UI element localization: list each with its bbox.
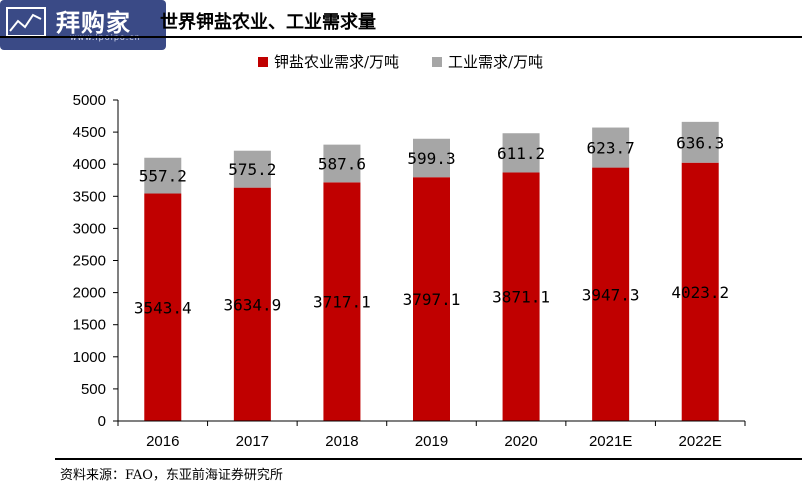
data-label-industry: 575.2 [228, 160, 276, 179]
bar-agriculture [323, 182, 361, 421]
x-tick-label: 2016 [146, 433, 179, 450]
page-title: 世界钾盐农业、工业需求量 [160, 12, 376, 33]
footer-rule [55, 458, 802, 460]
x-tick-label: 2019 [415, 433, 448, 450]
y-tick-label: 1000 [73, 349, 106, 366]
data-label-industry: 611.2 [497, 144, 545, 163]
y-tick-label: 2000 [73, 285, 106, 302]
data-label-industry: 599.3 [407, 149, 455, 168]
bar-agriculture [144, 193, 182, 421]
bar-industry [592, 127, 630, 168]
legend-label-industry: 工业需求/万吨 [448, 53, 543, 71]
y-tick-label: 5000 [73, 92, 106, 109]
data-label-industry: 587.6 [318, 155, 366, 174]
bar-industry [413, 138, 450, 178]
data-label-industry: 623.7 [587, 139, 635, 158]
bar-agriculture [592, 167, 630, 421]
chart-legend: 钾盐农业需求/万吨 工业需求/万吨 [258, 53, 543, 71]
legend-label-agriculture: 钾盐农业需求/万吨 [274, 53, 399, 71]
x-tick-label: 2018 [325, 433, 358, 450]
data-label-agriculture: 3634.9 [223, 295, 281, 314]
data-label-agriculture: 3797.1 [403, 290, 461, 309]
y-tick-label: 0 [98, 413, 106, 430]
data-label-agriculture: 3717.1 [313, 293, 371, 312]
x-tick-label: 2021E [589, 433, 632, 450]
x-tick-label: 2022E [679, 433, 722, 450]
x-axis: 2016 2017 2018 2019 2020 2021E 2022E [117, 420, 746, 450]
bar-agriculture [413, 177, 450, 421]
bar-series: 3543.4 557.2 3634.9 575.2 3717.1 587.6 3797.1 5… [134, 121, 729, 421]
data-label-agriculture: 3543.4 [134, 298, 192, 317]
bar-industry [681, 121, 719, 163]
bar-agriculture [502, 172, 540, 421]
data-label-industry: 636.3 [676, 133, 724, 152]
logo-name: 拜购家 [56, 9, 131, 37]
x-tick-label: 2020 [504, 433, 537, 450]
legend-swatch-agriculture [258, 57, 268, 67]
y-tick-label: 4000 [73, 156, 106, 173]
title-rule [0, 36, 802, 38]
bar-industry [323, 144, 361, 183]
bar-industry [144, 157, 182, 194]
bar-agriculture [681, 162, 719, 421]
y-tick-label: 2500 [73, 253, 106, 270]
y-axis: 0 500 1000 1500 2000 2500 3000 3500 4000 4500 5000 [73, 92, 119, 430]
y-tick-label: 3500 [73, 188, 106, 205]
data-label-agriculture: 3947.3 [582, 285, 640, 304]
data-label-agriculture: 4023.2 [671, 283, 729, 302]
bar-industry [233, 150, 271, 188]
data-label-agriculture: 3871.1 [492, 288, 550, 307]
y-tick-label: 500 [81, 381, 106, 398]
bar-industry [502, 133, 540, 173]
legend-swatch-industry [432, 57, 442, 67]
bar-agriculture [233, 187, 271, 421]
y-tick-label: 3000 [73, 220, 106, 237]
source-note: 资料来源：FAO，东亚前海证券研究所 [60, 468, 283, 483]
y-tick-label: 1500 [73, 317, 106, 334]
y-tick-label: 4500 [73, 124, 106, 141]
x-tick-label: 2017 [236, 433, 269, 450]
data-label-industry: 557.2 [139, 167, 187, 186]
